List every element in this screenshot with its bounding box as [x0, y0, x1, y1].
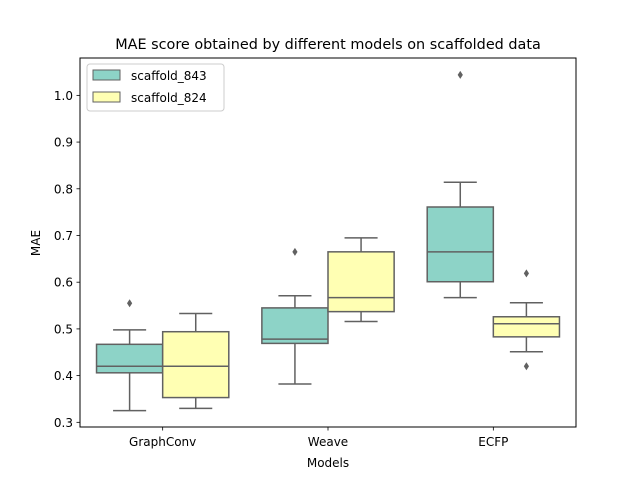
outlier-scaffold-843-weave-0 [292, 247, 298, 256]
legend-swatch-scaffold-824 [92, 91, 121, 103]
y-tick-label-4: 0.7 [54, 229, 73, 243]
box-scaffold-824-graphconv [161, 330, 230, 399]
x-tick-label-weave: Weave [308, 435, 348, 449]
outlier-scaffold-824-ecfp-1 [523, 362, 529, 371]
legend-label-scaffold-824: scaffold_824 [131, 91, 207, 105]
legend-label-scaffold-843: scaffold_843 [131, 69, 207, 83]
y-tick-label-6: 0.9 [54, 136, 73, 150]
box-scaffold-843-graphconv [95, 343, 164, 374]
box-scaffold-843-ecfp [426, 206, 495, 283]
boxes-layer [95, 70, 561, 412]
x-axis-label: Models [307, 456, 349, 470]
y-axis-label: MAE [29, 230, 43, 256]
chart-title: MAE score obtained by different models o… [115, 37, 541, 53]
y-axis: 0.3 0.4 0.5 0.6 0.7 0.8 0.9 1.0 [54, 89, 80, 430]
y-tick-label-2: 0.5 [54, 322, 73, 336]
legend: scaffold_843 scaffold_824 [86, 63, 225, 112]
box-scaffold-843-weave [261, 307, 329, 345]
y-tick-label-0: 0.3 [54, 416, 73, 430]
x-tick-label-ecfp: ECFP [478, 435, 508, 449]
box-scaffold-824-ecfp [492, 316, 561, 338]
y-tick-label-7: 1.0 [54, 89, 73, 103]
outlier-scaffold-843-ecfp-0 [457, 70, 463, 79]
legend-swatch-scaffold-843 [92, 69, 121, 81]
outlier-scaffold-843-graphconv-0 [127, 299, 133, 308]
x-axis: GraphConv Weave ECFP [129, 427, 508, 449]
box-scaffold-824-weave [327, 251, 395, 313]
y-tick-label-1: 0.4 [54, 369, 73, 383]
legend-frame [86, 63, 225, 112]
outlier-scaffold-824-ecfp-0 [523, 269, 529, 278]
y-tick-label-5: 0.8 [54, 182, 73, 196]
y-tick-label-3: 0.6 [54, 276, 73, 290]
x-tick-label-graphconv: GraphConv [129, 435, 196, 449]
